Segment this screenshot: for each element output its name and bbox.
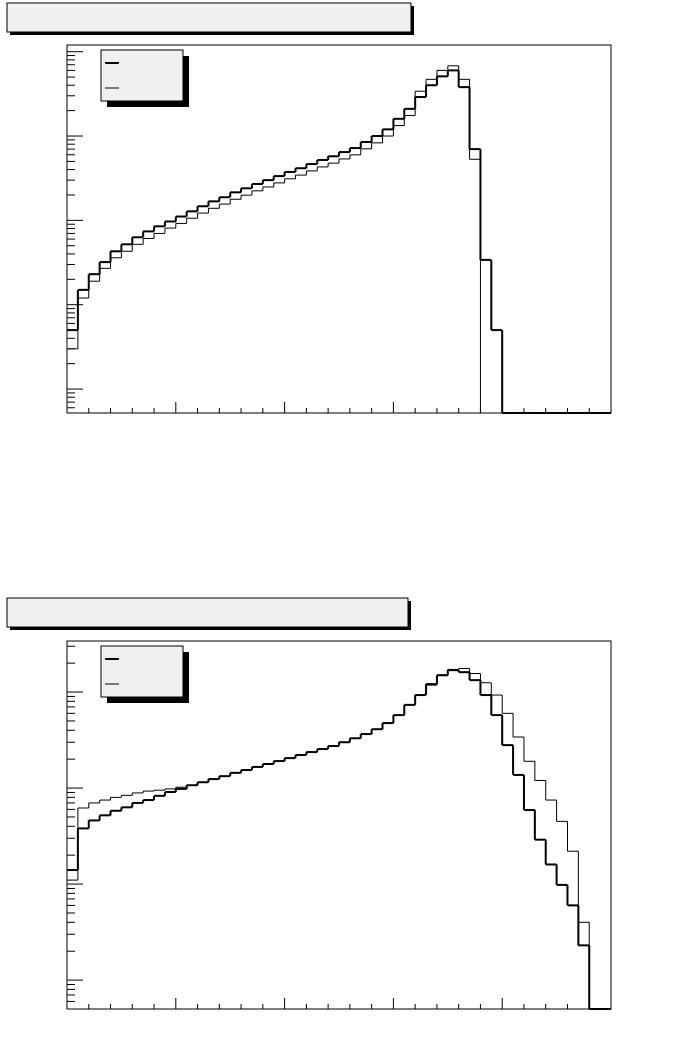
legend-box [100, 49, 184, 102]
title-box [6, 2, 412, 33]
title-box [6, 597, 409, 628]
histogram-step [77, 668, 590, 1009]
legend-box [100, 645, 184, 698]
histogram-step [77, 65, 481, 413]
